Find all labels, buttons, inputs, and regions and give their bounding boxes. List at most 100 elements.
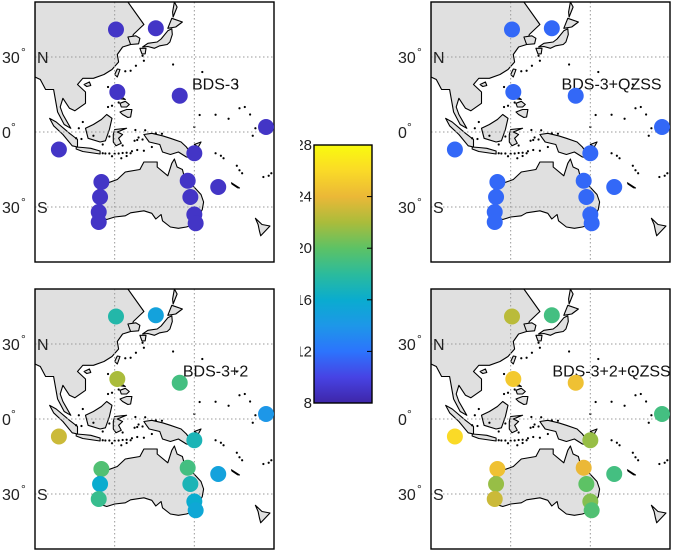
small-island <box>658 462 661 466</box>
small-island <box>142 149 145 152</box>
small-island <box>142 59 145 62</box>
station-marker <box>583 215 600 232</box>
small-island <box>530 351 534 354</box>
small-island <box>141 54 144 57</box>
station-marker <box>107 21 124 38</box>
degree-symbol: ° <box>417 195 422 209</box>
map-panel-bds3-2: 30 ° N 0 ° 30 ° S BDS-3+2 <box>0 287 275 551</box>
coastline <box>535 47 543 55</box>
small-island <box>222 444 225 447</box>
small-island <box>532 435 535 439</box>
station-marker <box>486 214 503 230</box>
coastline <box>626 182 637 189</box>
coastline <box>127 35 141 46</box>
small-island <box>631 164 634 167</box>
small-island <box>506 155 510 158</box>
small-island <box>540 416 543 419</box>
small-island <box>623 404 626 407</box>
small-island <box>92 421 95 424</box>
small-island <box>610 113 613 116</box>
landmass-group <box>35 289 273 524</box>
station-marker <box>50 428 67 445</box>
colorbar-tick-label: 24 <box>300 189 312 206</box>
small-island <box>546 432 549 436</box>
small-island <box>214 439 217 442</box>
coastline <box>254 217 271 237</box>
coastline <box>167 304 183 316</box>
coastline <box>114 355 121 365</box>
panel-title: BDS-3+2+QZSS <box>552 364 670 381</box>
small-island <box>497 143 500 146</box>
small-island <box>134 351 138 354</box>
coastline <box>127 322 141 333</box>
small-island <box>75 137 78 140</box>
coastline <box>479 368 488 375</box>
coastline <box>142 315 173 336</box>
station-marker <box>543 307 560 324</box>
degree-symbol: ° <box>21 45 26 59</box>
small-island <box>80 424 83 428</box>
coastline <box>230 182 241 189</box>
station-marker <box>575 459 592 476</box>
coastline <box>143 132 195 159</box>
station-marker <box>567 87 584 104</box>
small-island <box>663 174 666 177</box>
small-island <box>121 431 124 434</box>
small-island <box>647 421 650 424</box>
coastline <box>119 108 133 119</box>
small-island <box>101 152 104 155</box>
small-island <box>506 391 510 394</box>
small-island <box>121 151 124 155</box>
lat-tick-label: 30 <box>2 487 20 504</box>
small-island <box>108 135 111 138</box>
small-island <box>634 394 637 397</box>
small-island <box>120 444 123 447</box>
small-island <box>251 421 254 424</box>
coastline <box>139 334 147 342</box>
small-island <box>526 437 530 440</box>
coastline <box>480 400 509 430</box>
degree-symbol: ° <box>11 120 16 134</box>
hemisphere-label: N <box>37 50 49 67</box>
small-island <box>262 175 265 179</box>
small-island <box>532 138 535 142</box>
colorbar-tick-label: 28 <box>300 140 312 154</box>
small-island <box>104 439 107 442</box>
lat-tick-label: 0 <box>398 412 407 429</box>
station-marker <box>578 189 595 205</box>
small-island <box>113 439 116 442</box>
small-island <box>270 172 273 175</box>
coastline <box>75 146 101 155</box>
small-island <box>502 372 506 376</box>
small-island <box>136 435 139 439</box>
small-island <box>506 104 510 107</box>
small-island <box>227 404 230 407</box>
small-island <box>476 137 479 141</box>
coastline <box>538 28 569 49</box>
station-marker <box>654 406 671 422</box>
coastline <box>119 100 130 108</box>
lat-tick-label: 0 <box>2 412 11 429</box>
small-island <box>254 414 257 417</box>
small-island <box>476 424 479 428</box>
small-island <box>525 69 528 72</box>
small-island <box>134 64 138 67</box>
hemisphere-label: N <box>37 337 49 354</box>
station-marker <box>171 374 188 391</box>
small-island <box>533 423 536 426</box>
coastline <box>112 127 128 147</box>
small-island <box>130 150 134 153</box>
small-island <box>516 157 519 160</box>
small-island <box>550 132 553 135</box>
coastline <box>119 387 130 395</box>
station-marker <box>543 20 560 37</box>
station-marker <box>93 461 110 477</box>
hemisphere-label: N <box>433 50 445 67</box>
station-marker <box>258 119 275 135</box>
small-island <box>142 346 145 349</box>
small-island <box>249 113 252 116</box>
small-island <box>513 152 516 155</box>
coastline <box>471 146 497 155</box>
small-island <box>645 113 648 116</box>
